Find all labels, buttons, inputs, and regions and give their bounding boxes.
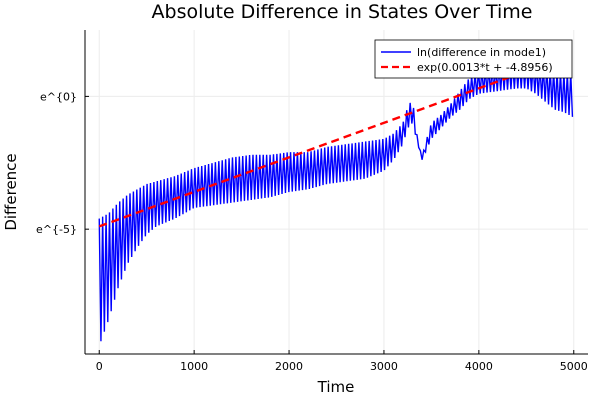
x-tick-label: 2000: [275, 360, 303, 373]
legend-label: exp(0.0013*t + -4.8956): [417, 61, 553, 74]
x-tick-label: 1000: [180, 360, 208, 373]
y-tick-label: e^{0}: [40, 90, 77, 103]
legend-box: [374, 39, 573, 79]
series-line-mode1: [98, 61, 574, 342]
x-tick-label: 0: [96, 360, 103, 373]
legend-label: ln(difference in mode1): [417, 46, 546, 59]
x-tick-label: 5000: [560, 360, 588, 373]
legend: ln(difference in mode1) exp(0.0013*t + -4…: [374, 39, 573, 79]
y-tick-label: e^{-5}: [36, 223, 77, 236]
x-tick-label: 3000: [370, 360, 398, 373]
plot-clip-group: [98, 52, 575, 342]
y-axis-title: Difference: [2, 153, 20, 230]
series-line-fit: [98, 52, 575, 228]
axes: 0 1000 2000 3000 4000 5000 e^{-5} e^{0}: [36, 30, 588, 373]
chart-title: Absolute Difference in States Over Time: [152, 1, 533, 23]
x-tick-label: 4000: [465, 360, 493, 373]
plot-area: [98, 52, 575, 342]
x-axis-title: Time: [317, 378, 355, 396]
